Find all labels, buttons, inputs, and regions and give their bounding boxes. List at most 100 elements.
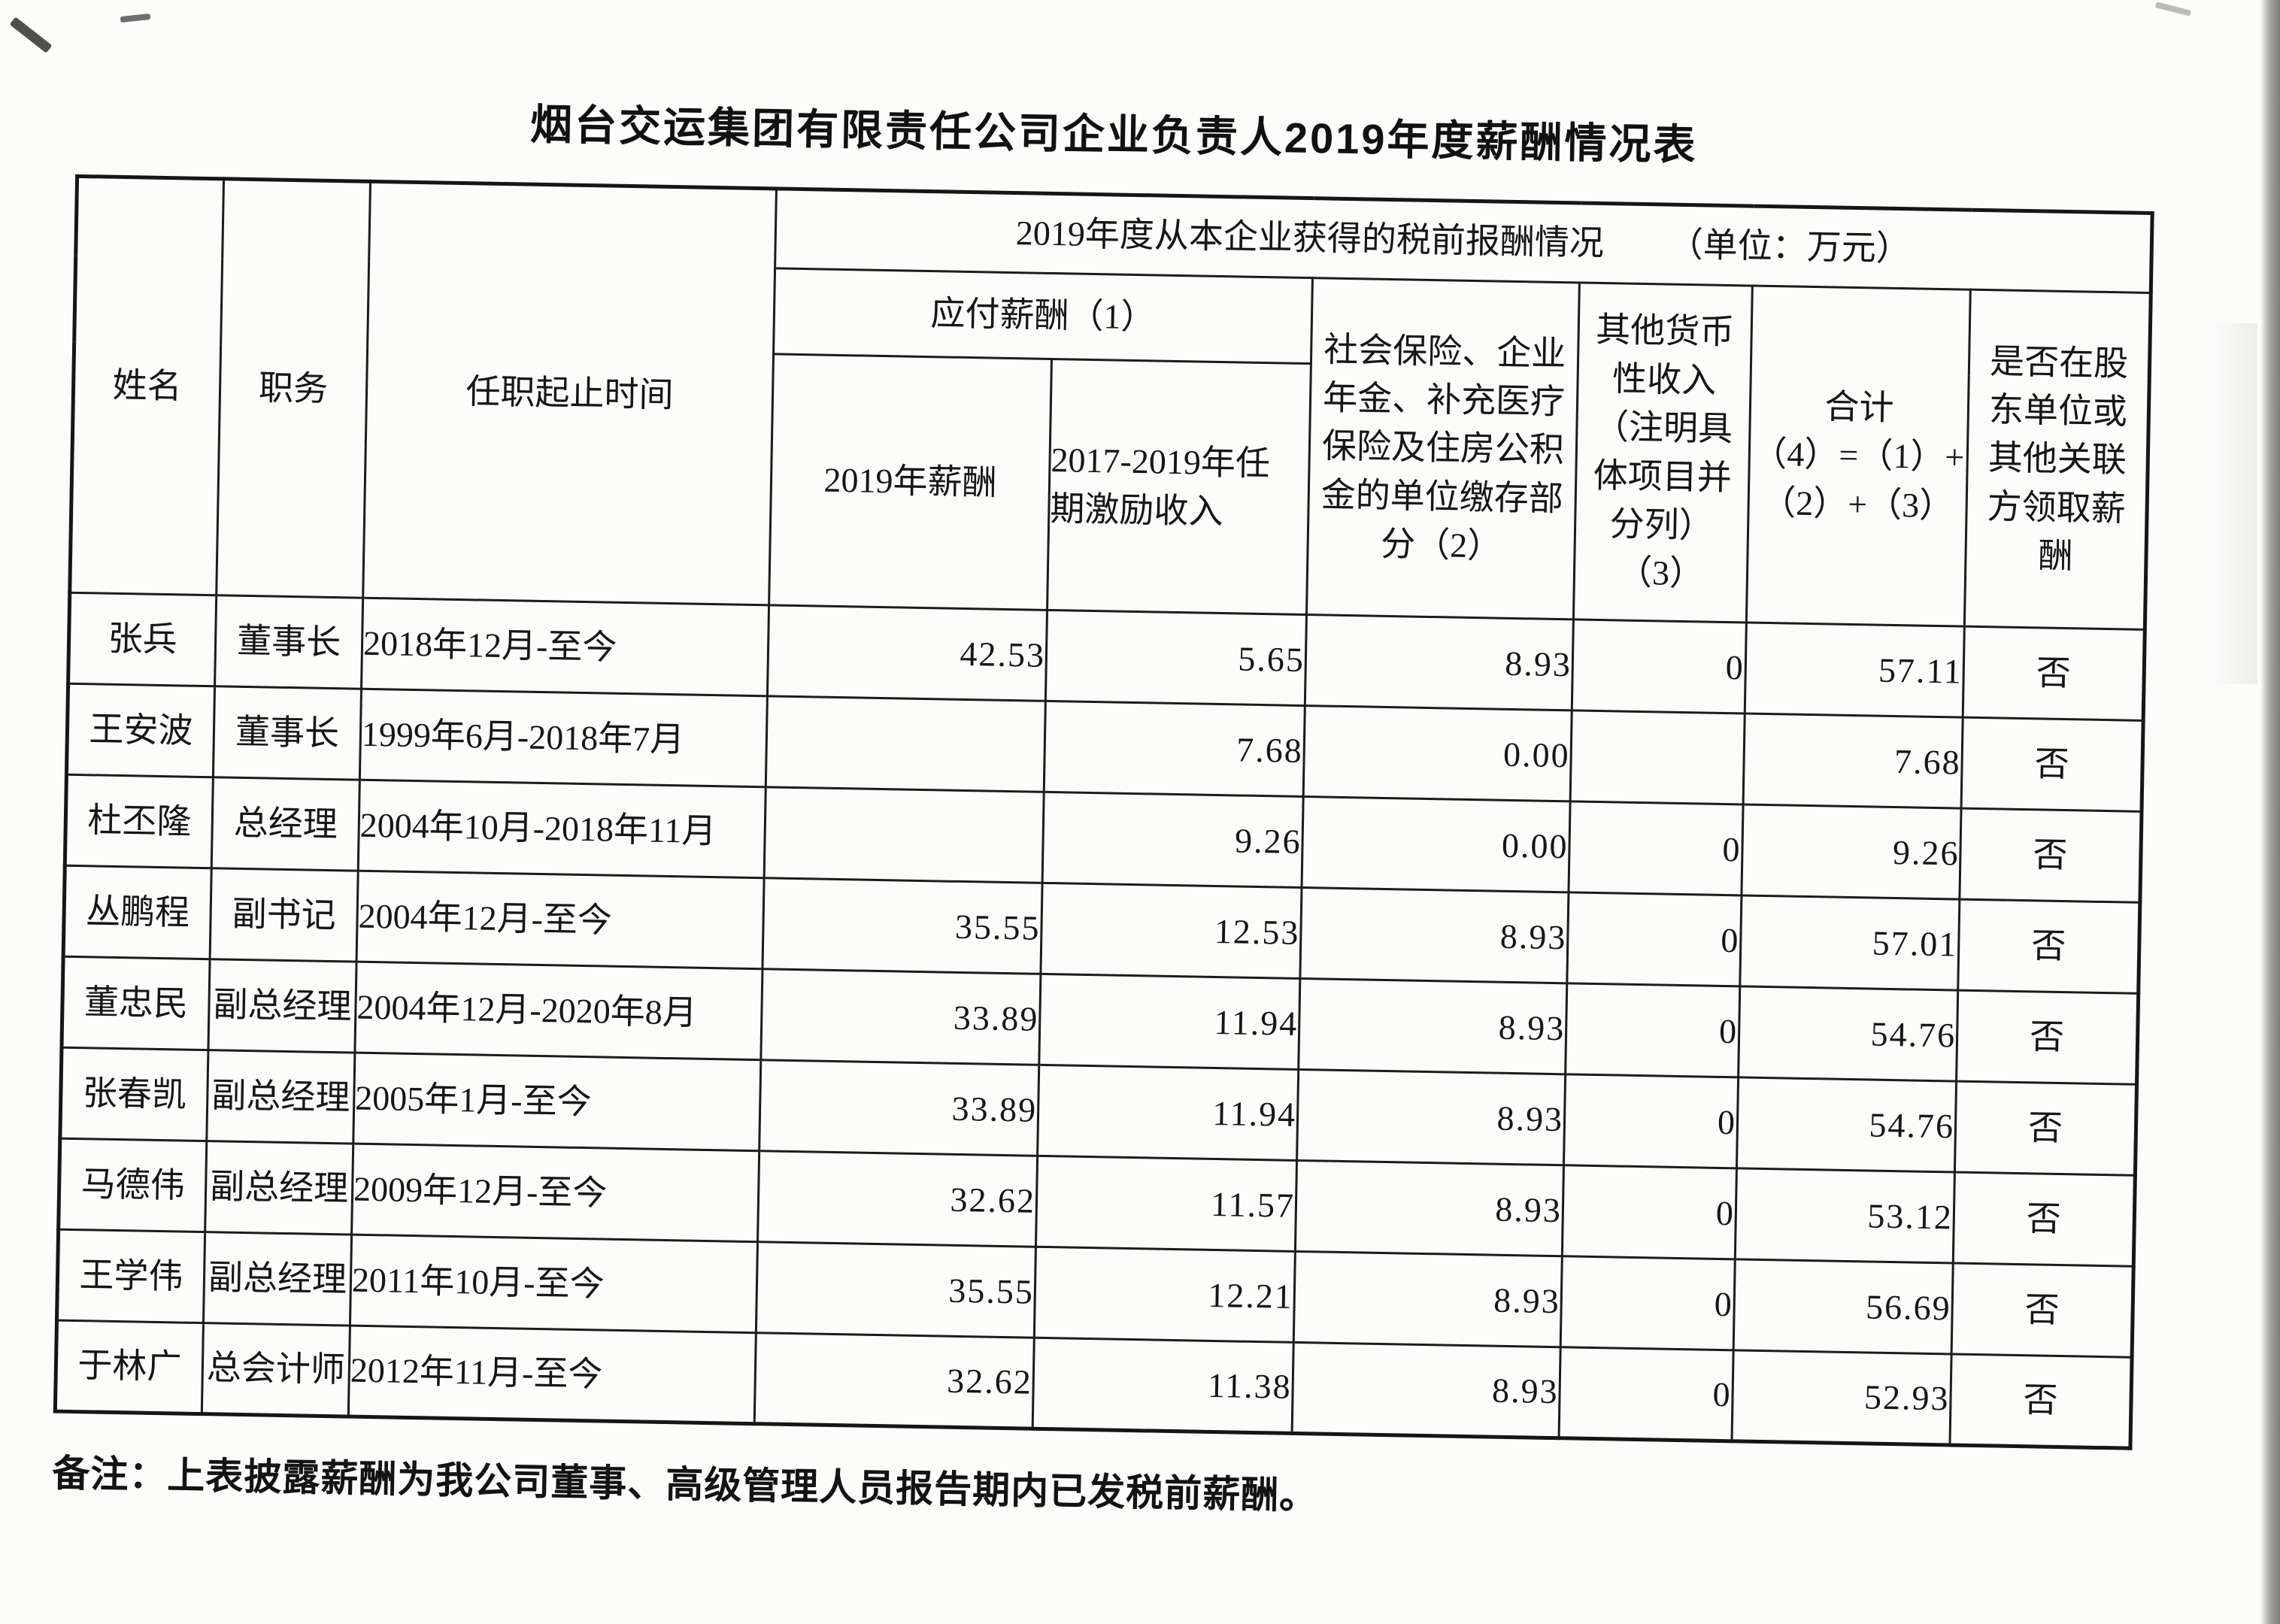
cell-incentive: 11.94 [1037,1065,1299,1161]
header-group-title: 2019年度从本企业获得的税前报酬情况 [1015,213,1605,262]
cell-related-party: 否 [1954,1081,2137,1176]
cell-salary-2019: 32.62 [754,1332,1035,1429]
cell-incentive: 9.26 [1042,792,1304,888]
scan-smudge [2212,323,2257,684]
header-incentive: 2017-2019年任 期激励收入 [1047,359,1311,615]
cell-total: 54.76 [1738,986,1958,1082]
cell-incentive: 7.68 [1044,701,1305,797]
cell-social-insurance: 8.93 [1305,614,1574,710]
scanner-edge-shadow [2260,0,2280,1624]
cell-other-cash: 0 [1572,619,1747,714]
header-payable: 应付薪酬（1） [773,268,1313,364]
cell-position: 总会计师 [202,1323,350,1417]
cell-total: 52.93 [1731,1350,1952,1445]
cell-related-party: 否 [1953,1172,2136,1267]
cell-name: 王学伟 [56,1229,205,1323]
cell-position: 副总经理 [203,1232,352,1326]
header-other-cash-income: 其他货币 性收入 （注明具 体项目并 分列） （3） [1573,282,1753,623]
cell-related-party: 否 [1951,1263,2134,1358]
document-note: 备注：上表披露薪酬为我公司董事、高级管理人员报告期内已发税前薪酬。 [51,1452,1318,1517]
cell-incentive: 5.65 [1045,610,1307,706]
cell-incentive: 12.53 [1040,883,1302,979]
cell-social-insurance: 0.00 [1303,705,1572,801]
header-unit-label: （单位：万元） [1668,225,1912,268]
cell-other-cash [1570,710,1745,804]
cell-incentive: 11.38 [1032,1338,1294,1434]
table-body: 张兵 董事长 2018年12月-至今 42.53 5.65 8.93 0 57.11 否王安波董… [55,592,2145,1449]
cell-social-insurance: 8.93 [1293,1251,1563,1347]
cell-name: 于林广 [55,1320,204,1414]
cell-other-cash: 0 [1559,1347,1734,1441]
scan-speck [2154,2,2192,17]
cell-salary-2019: 42.53 [767,604,1048,701]
salary-table: 姓名 职务 任职起止时间 2019年度从本企业获得的税前报酬情况 （单位：万元） … [53,174,2154,1450]
cell-total: 57.01 [1739,895,1960,991]
cell-name: 杜丕隆 [65,774,214,868]
cell-social-insurance: 8.93 [1299,887,1569,983]
cell-position: 副总经理 [208,959,357,1053]
cell-name: 董忠民 [61,956,211,1050]
cell-position: 董事长 [213,686,362,780]
cell-name: 马德伟 [58,1138,207,1232]
cell-related-party: 否 [1963,626,2145,721]
cell-other-cash: 0 [1568,801,1744,895]
cell-salary-2019 [766,695,1046,792]
cell-social-insurance: 8.93 [1298,978,1567,1074]
cell-salary-2019: 32.62 [757,1150,1038,1247]
cell-salary-2019: 35.55 [762,877,1043,974]
cell-other-cash: 0 [1565,983,1740,1077]
cell-total: 56.69 [1733,1259,1954,1354]
cell-other-cash: 0 [1563,1074,1739,1168]
header-position: 职务 [216,178,371,598]
header-salary-2019: 2019年薪酬 [769,353,1052,611]
document-title: 烟台交运集团有限责任公司企业负责人2019年度薪酬情况表 [529,100,1699,169]
cell-related-party: 否 [1957,899,2140,994]
cell-total: 7.68 [1743,713,1963,809]
cell-tenure: 2004年12月-至今 [356,871,765,969]
cell-related-party: 否 [1956,990,2139,1085]
cell-other-cash: 0 [1562,1165,1737,1259]
cell-total: 54.76 [1736,1077,1957,1173]
cell-salary-2019 [764,786,1044,883]
cell-other-cash: 0 [1560,1256,1736,1350]
cell-other-cash: 0 [1566,892,1742,986]
cell-tenure: 2012年11月-至今 [348,1326,756,1424]
header-name: 姓名 [69,176,224,595]
cell-incentive: 12.21 [1034,1247,1296,1343]
header-total: 合计 （4）=（1）+ （2）+（3） [1746,286,1971,627]
cell-related-party: 否 [1959,808,2142,903]
cell-position: 副总经理 [206,1050,355,1144]
cell-tenure: 1999年6月-2018年7月 [359,689,768,787]
cell-total: 57.11 [1745,622,1965,718]
cell-total: 53.12 [1735,1168,1955,1264]
cell-social-insurance: 8.93 [1292,1342,1561,1438]
cell-salary-2019: 33.89 [759,1059,1039,1156]
cell-name: 张春凯 [59,1047,208,1141]
table-header: 姓名 职务 任职起止时间 2019年度从本企业获得的税前报酬情况 （单位：万元） … [69,176,2153,630]
cell-name: 张兵 [68,592,217,686]
cell-position: 副总经理 [205,1141,353,1235]
cell-tenure: 2018年12月-至今 [361,598,769,696]
cell-tenure: 2005年1月-至今 [353,1053,761,1151]
cell-tenure: 2004年10月-2018年11月 [358,780,766,878]
header-tenure: 任职起止时间 [362,181,777,605]
header-social-insurance: 社会保险、企业 年金、补充医疗 保险及住房公积 金的单位缴存部 分（2） [1306,277,1580,620]
cell-social-insurance: 8.93 [1296,1069,1566,1165]
cell-position: 总经理 [211,777,360,871]
cell-tenure: 2011年10月-至今 [350,1235,758,1333]
cell-name: 王安波 [66,683,215,777]
cell-position: 董事长 [214,595,363,689]
cell-name: 丛鹏程 [63,865,212,959]
header-related-party: 是否在股 东单位或 其他关联 方领取薪 酬 [1964,289,2151,630]
cell-total: 9.26 [1741,804,1962,900]
cell-incentive: 11.94 [1038,974,1300,1070]
cell-position: 副书记 [210,868,359,962]
cell-related-party: 否 [1961,717,2144,812]
cell-salary-2019: 35.55 [756,1241,1036,1338]
cell-tenure: 2009年12月-至今 [351,1144,759,1242]
cell-social-insurance: 0.00 [1302,796,1571,892]
cell-tenure: 2004年12月-2020年8月 [354,962,763,1060]
cell-salary-2019: 33.89 [760,968,1041,1065]
cell-incentive: 11.57 [1035,1156,1297,1252]
